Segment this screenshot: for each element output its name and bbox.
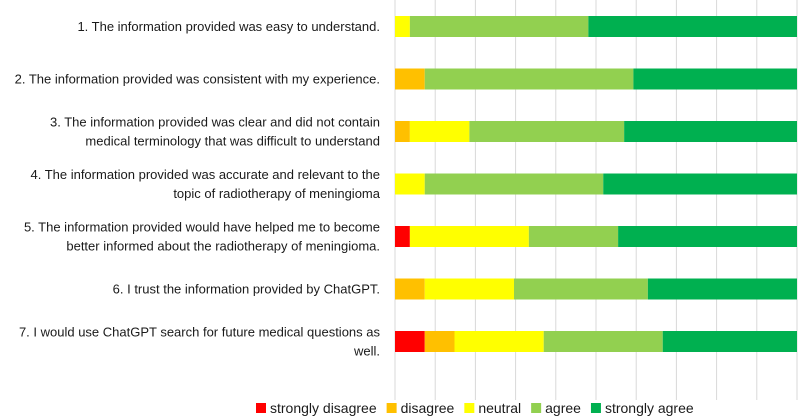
bar-segment-strongly-agree bbox=[603, 173, 797, 195]
bar-segment-neutral bbox=[395, 16, 410, 37]
bar-segment-agree bbox=[469, 121, 625, 142]
legend-label: strongly agree bbox=[605, 400, 694, 416]
category-label: 7. I would use ChatGPT search for future… bbox=[19, 325, 381, 340]
bar-segment-strongly-agree bbox=[647, 278, 797, 300]
legend: strongly disagree disagree neutral agree str… bbox=[256, 400, 694, 416]
bar-segment-agree bbox=[409, 16, 589, 37]
bar-segment-disagree bbox=[395, 68, 425, 90]
legend-label: neutral bbox=[478, 400, 521, 416]
legend-label: agree bbox=[545, 400, 581, 416]
category-label: better informed about the radiotherapy o… bbox=[66, 239, 380, 254]
category-label: 2. The information provided was consiste… bbox=[15, 72, 380, 87]
bar-segment-agree bbox=[513, 278, 648, 300]
bar-segment-agree bbox=[424, 68, 634, 90]
bar-segment-neutral bbox=[454, 331, 544, 352]
bars bbox=[395, 16, 797, 352]
bar-segment-strongly-agree bbox=[618, 226, 797, 247]
category-labels: 1. The information provided was easy to … bbox=[15, 19, 381, 359]
bar-segment-agree bbox=[543, 331, 663, 352]
bar-segment-neutral bbox=[409, 226, 529, 247]
bar-segment-strongly-agree bbox=[588, 16, 797, 37]
bar-segment-neutral bbox=[424, 278, 514, 300]
bar-segment-neutral bbox=[395, 173, 425, 195]
category-label: topic of radiotherapy of meningioma bbox=[173, 186, 380, 201]
category-label: 3. The information provided was clear an… bbox=[50, 115, 380, 130]
legend-swatch bbox=[464, 403, 475, 413]
category-label: 5. The information provided would have h… bbox=[24, 220, 380, 235]
legend-label: strongly disagree bbox=[270, 400, 377, 416]
bar-segment-strongly-agree bbox=[662, 331, 797, 352]
bar-segment-neutral bbox=[409, 121, 470, 142]
bar-segment-strongly-agree bbox=[624, 121, 797, 142]
category-label: medical terminology that was difficult t… bbox=[85, 134, 380, 149]
category-label: 6. I trust the information provided by C… bbox=[113, 282, 380, 297]
bar-segment-disagree bbox=[395, 278, 425, 300]
legend-swatch bbox=[590, 403, 601, 413]
bar-segment-strongly-agree bbox=[633, 68, 797, 90]
category-label: 1. The information provided was easy to … bbox=[77, 19, 380, 34]
bar-segment-agree bbox=[528, 226, 619, 247]
legend-swatch bbox=[386, 403, 397, 413]
category-label: well. bbox=[353, 344, 380, 359]
bar-segment-agree bbox=[424, 173, 604, 195]
bar-segment-disagree bbox=[395, 121, 410, 142]
legend-swatch bbox=[256, 403, 266, 413]
bar-segment-disagree bbox=[424, 331, 455, 352]
legend-swatch bbox=[531, 403, 542, 413]
legend-label: disagree bbox=[401, 400, 455, 416]
category-label: 4. The information provided was accurate… bbox=[30, 167, 380, 182]
bar-segment-strongly-disagree bbox=[395, 331, 425, 352]
bar-segment-strongly-disagree bbox=[395, 226, 410, 247]
